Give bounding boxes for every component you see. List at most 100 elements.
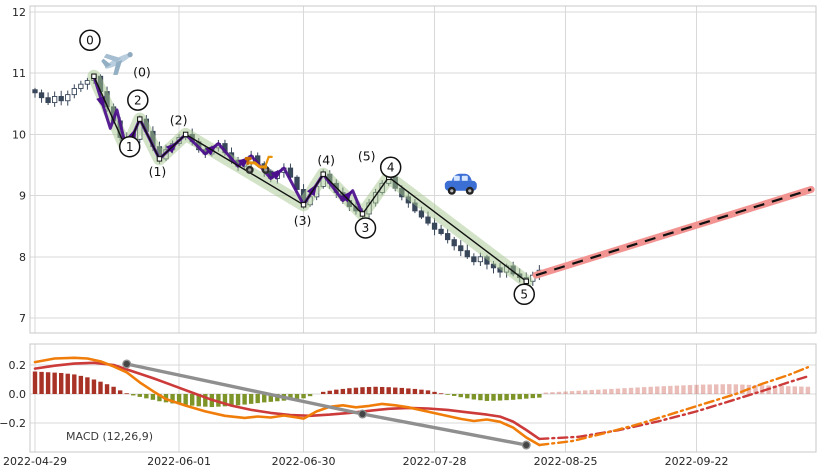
macd-hist-forecast-bar bbox=[655, 386, 660, 394]
swing-point-marker bbox=[156, 156, 163, 162]
macd-hist-bar bbox=[432, 391, 437, 394]
macd-hist-bar bbox=[497, 394, 503, 401]
wave-label-text: (4) bbox=[317, 152, 335, 167]
wave-label-text: 3 bbox=[362, 221, 370, 235]
macd-hist-bar bbox=[176, 394, 182, 405]
macd-hist-bar bbox=[334, 389, 339, 394]
candle-body bbox=[71, 88, 77, 96]
wave-annotations: 0 1 2 3 4 5 (0) (1) (2) (3) (4) (5) bbox=[79, 29, 535, 306]
wave-label-circle bbox=[118, 135, 141, 158]
wave-label-circled-1: 1 bbox=[118, 135, 141, 158]
macd-hist-bar bbox=[131, 394, 136, 396]
macd-hist-bar bbox=[340, 388, 346, 394]
macd-hist-bar bbox=[196, 394, 201, 407]
wave-label-circled-3: 3 bbox=[354, 217, 377, 239]
macd-hist-bar bbox=[65, 373, 70, 394]
wave-label-3: (3) bbox=[294, 213, 312, 228]
candle-body bbox=[38, 92, 45, 99]
wave-main-polyline bbox=[93, 75, 527, 282]
trendline-dot bbox=[521, 440, 531, 450]
candle-body bbox=[52, 96, 58, 104]
macd-hist-bar bbox=[412, 388, 418, 394]
macd-hist-forecast-bar bbox=[700, 384, 706, 394]
swing-point-marker bbox=[320, 171, 326, 177]
macd-hist-bar bbox=[32, 371, 38, 394]
macd-hist-bar bbox=[72, 374, 77, 394]
polygon bbox=[101, 58, 112, 68]
swing-point-marker bbox=[300, 202, 307, 208]
macd-hist-bar bbox=[301, 394, 306, 399]
wave-label-text: (1) bbox=[149, 164, 167, 179]
swing-point-marker bbox=[523, 278, 529, 284]
candle-body bbox=[58, 96, 64, 102]
macd-hist-bar bbox=[373, 386, 378, 394]
wave-label-text: (0) bbox=[133, 64, 151, 79]
candle-body bbox=[471, 256, 477, 263]
price-y-tick-label: 12 bbox=[12, 6, 26, 19]
candle-body bbox=[32, 89, 38, 94]
wave-label-text: 1 bbox=[126, 140, 134, 154]
circle bbox=[468, 189, 472, 193]
path bbox=[246, 161, 268, 169]
macd-hist-bar bbox=[465, 394, 470, 399]
macd-hist-forecast-bar bbox=[609, 388, 614, 394]
wave-label-text: 5 bbox=[520, 287, 528, 301]
macd-hist-forecast-bar bbox=[628, 387, 634, 394]
macd-hist-bar bbox=[386, 387, 391, 394]
macd-y-tick-label: 0.0 bbox=[9, 388, 27, 401]
macd-hist-bar bbox=[98, 381, 103, 394]
macd-hist-bar bbox=[157, 394, 162, 402]
macd-hist-forecast-bar bbox=[661, 386, 666, 394]
macd-hist-forecast-bar bbox=[714, 384, 719, 394]
macd-hist-bar bbox=[255, 394, 260, 404]
macd-hist-forecast-bar bbox=[805, 386, 811, 394]
path bbox=[263, 155, 273, 169]
macd-hist-bar bbox=[524, 394, 529, 399]
macd-hist-forecast-bar bbox=[596, 389, 601, 394]
circle bbox=[450, 189, 454, 193]
macd-hist-forecast-bar bbox=[707, 384, 712, 394]
macd-hist-forecast-bar bbox=[792, 386, 797, 394]
signal-forecast-line bbox=[538, 375, 810, 441]
macd-hist-bar bbox=[452, 394, 457, 396]
candle-body bbox=[65, 94, 71, 102]
macd-hist-bar bbox=[78, 375, 84, 394]
macd-hist-forecast-bar bbox=[641, 387, 647, 394]
macd-hist-bar bbox=[144, 394, 149, 399]
macd-hist-forecast-bar bbox=[681, 385, 686, 394]
wave-label-2: (2) bbox=[170, 113, 188, 128]
macd-hist-bar bbox=[517, 394, 522, 400]
macd-hist-bar bbox=[248, 394, 254, 404]
macd-hist-bar bbox=[183, 394, 188, 405]
rect bbox=[244, 156, 252, 161]
macd-hist-bar bbox=[262, 394, 267, 403]
macd-hist-forecast-bar bbox=[799, 386, 804, 394]
macd-hist-bar bbox=[478, 394, 483, 401]
macd-hist-bar bbox=[190, 394, 195, 406]
macd-hist-forecast-bar bbox=[556, 391, 562, 394]
macd-hist-bar bbox=[124, 393, 129, 395]
candle-body bbox=[45, 97, 51, 104]
macd-hist-forecast-bar bbox=[576, 390, 581, 394]
macd-hist-forecast-bar bbox=[786, 386, 791, 394]
candle-body bbox=[425, 216, 431, 224]
swing-point-marker bbox=[91, 73, 97, 79]
macd-hist-forecast-bar bbox=[569, 391, 575, 394]
candle-body bbox=[477, 256, 484, 263]
wave-label-circled-5: 5 bbox=[513, 283, 535, 306]
macd-hist-bar bbox=[379, 386, 385, 394]
swing-point-marker bbox=[137, 116, 143, 122]
macd-hist-bar bbox=[491, 394, 496, 401]
wave-label-0: (0) bbox=[133, 64, 151, 79]
macd-line bbox=[33, 356, 541, 447]
signal-line bbox=[33, 361, 541, 441]
macd-hist-forecast-bar bbox=[589, 390, 594, 394]
wave-label-circled-2: 2 bbox=[127, 89, 149, 111]
macd-forecast-line bbox=[538, 366, 810, 447]
macd-hist-forecast-bar bbox=[583, 390, 588, 394]
wave-label-text: 2 bbox=[134, 93, 142, 107]
price-y-tick-label: 8 bbox=[19, 251, 26, 264]
date-x-tick-label: 2022-08-25 bbox=[534, 455, 598, 468]
price-y-tick-label: 10 bbox=[12, 128, 26, 141]
airplane-icon bbox=[101, 52, 133, 75]
